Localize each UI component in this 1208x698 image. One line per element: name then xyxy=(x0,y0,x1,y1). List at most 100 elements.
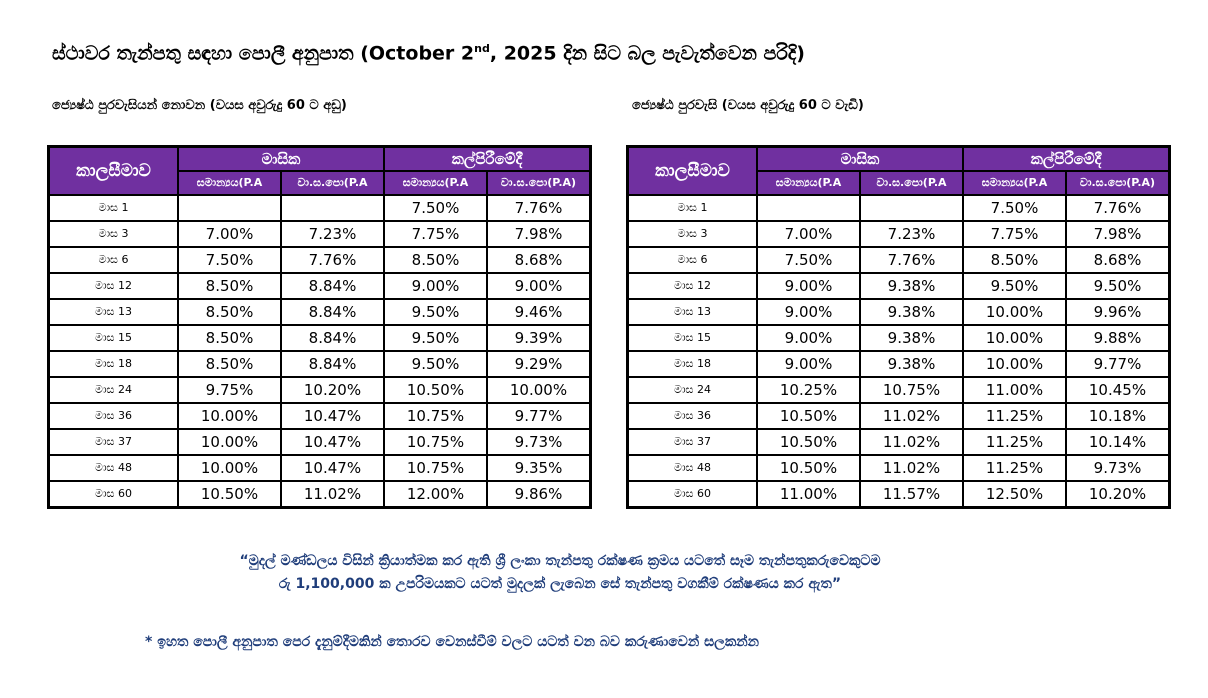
title-sup: nd xyxy=(474,42,490,55)
rate-cell: 11.02% xyxy=(859,428,964,456)
rate-cell: 7.75% xyxy=(962,220,1067,248)
table-row: මාස 3 7.00% 7.23% 7.75% 7.98% xyxy=(626,220,1171,248)
senior-heading: ජ්‍යෙෂ්ඨ පුරවැසි (වයස අවුරුදු 60 ට වැඩි) xyxy=(632,98,864,113)
term-cell: මාස 3 xyxy=(47,220,179,248)
rate-cell: 10.50% xyxy=(756,428,861,456)
rate-cell: 11.25% xyxy=(962,402,1067,430)
page-title: ස්ථාවර තැන්පතු සඳහා පොලී අනුපාත (October… xyxy=(52,42,805,64)
rate-cell: 10.50% xyxy=(756,402,861,430)
rate-cell: 10.47% xyxy=(280,402,385,430)
term-cell: මාස 24 xyxy=(626,376,758,404)
rate-cell: 11.00% xyxy=(962,376,1067,404)
term-cell: මාස 6 xyxy=(47,246,179,274)
term-cell: මාස 1 xyxy=(47,194,179,222)
table-row: මාස 18 8.50% 8.84% 9.50% 9.29% xyxy=(47,350,592,378)
table-row: මාස 36 10.00% 10.47% 10.75% 9.77% xyxy=(47,402,592,430)
term-cell: මාස 13 xyxy=(47,298,179,326)
monthly-aer-header: වා.ස.පො(P.A xyxy=(859,170,964,196)
term-cell: මාස 12 xyxy=(626,272,758,300)
rate-cell: 10.25% xyxy=(756,376,861,404)
rate-cell: 9.88% xyxy=(1065,324,1171,352)
rate-cell: 9.38% xyxy=(859,272,964,300)
rate-cell: 8.84% xyxy=(280,350,385,378)
table-row: මාස 1 7.50% 7.76% xyxy=(626,194,1171,222)
maturity-normal-header: සමාන්‍යය(P.A xyxy=(962,170,1067,196)
rate-cell: 8.50% xyxy=(177,298,282,326)
term-cell: මාස 60 xyxy=(47,480,179,509)
rate-cell: 10.00% xyxy=(486,376,592,404)
term-cell: මාස 1 xyxy=(626,194,758,222)
rate-cell: 12.50% xyxy=(962,480,1067,509)
rate-cell: 10.47% xyxy=(280,428,385,456)
rate-cell: 11.02% xyxy=(859,454,964,482)
rate-cell: 7.23% xyxy=(859,220,964,248)
table-row: මාස 37 10.00% 10.47% 10.75% 9.73% xyxy=(47,428,592,456)
table-row: මාස 37 10.50% 11.02% 11.25% 10.14% xyxy=(626,428,1171,456)
rate-cell: 9.00% xyxy=(756,298,861,326)
rate-cell: 9.39% xyxy=(486,324,592,352)
term-cell: මාස 18 xyxy=(626,350,758,378)
period-header: කාලසීමාව xyxy=(47,145,179,196)
rate-cell: 8.84% xyxy=(280,298,385,326)
rate-cell: 10.00% xyxy=(962,350,1067,378)
rate-cell: 10.47% xyxy=(280,454,385,482)
rate-cell: 7.23% xyxy=(280,220,385,248)
rate-cell: 7.98% xyxy=(1065,220,1171,248)
rate-cell: 9.50% xyxy=(383,350,488,378)
rate-cell xyxy=(177,194,282,222)
term-cell: මාස 36 xyxy=(626,402,758,430)
rate-cell: 9.77% xyxy=(486,402,592,430)
term-cell: මාස 60 xyxy=(626,480,758,509)
rate-cell: 7.50% xyxy=(756,246,861,274)
senior-rates-table: කාලසීමාව මාසික කල්පිරීමේදී සමාන්‍යය(P.A වා.ස… xyxy=(626,145,1171,509)
table-row: මාස 12 8.50% 8.84% 9.00% 9.00% xyxy=(47,272,592,300)
rate-cell: 7.00% xyxy=(177,220,282,248)
rate-cell: 7.76% xyxy=(859,246,964,274)
table-row: මාස 13 9.00% 9.38% 10.00% 9.96% xyxy=(626,298,1171,326)
maturity-aer-header: වා.ස.පො(P.A) xyxy=(1065,170,1171,196)
table-row: මාස 60 10.50% 11.02% 12.00% 9.86% xyxy=(47,480,592,509)
term-cell: මාස 12 xyxy=(47,272,179,300)
rate-cell xyxy=(756,194,861,222)
rate-cell: 10.75% xyxy=(383,428,488,456)
rate-cell: 8.84% xyxy=(280,272,385,300)
rate-cell: 7.50% xyxy=(177,246,282,274)
term-cell: මාස 3 xyxy=(626,220,758,248)
rate-cell: 9.77% xyxy=(1065,350,1171,378)
rate-cell: 7.76% xyxy=(1065,194,1171,222)
rate-cell: 9.86% xyxy=(486,480,592,509)
insurance-quote-line2: රු 1,100,000 ක උපරිමයකට යටත් මුදලක් ලැබෙ… xyxy=(278,576,842,592)
rate-cell: 9.00% xyxy=(486,272,592,300)
term-cell: මාස 13 xyxy=(626,298,758,326)
rate-cell: 7.00% xyxy=(756,220,861,248)
rate-cell: 9.00% xyxy=(756,350,861,378)
rate-cell: 10.00% xyxy=(177,428,282,456)
rate-cell xyxy=(859,194,964,222)
rate-cell: 8.50% xyxy=(177,272,282,300)
monthly-header: මාසික xyxy=(177,145,385,172)
maturity-normal-header: සමාන්‍යය(P.A xyxy=(383,170,488,196)
rate-cell: 9.73% xyxy=(486,428,592,456)
rate-cell: 7.50% xyxy=(962,194,1067,222)
rate-cell: 8.68% xyxy=(486,246,592,274)
rate-cell: 11.02% xyxy=(280,480,385,509)
term-cell: මාස 15 xyxy=(47,324,179,352)
table-row: මාස 60 11.00% 11.57% 12.50% 10.20% xyxy=(626,480,1171,509)
rate-cell: 9.50% xyxy=(383,298,488,326)
title-text-end: , 2025 දින සිට බල පැවැත්වෙන පරිදි) xyxy=(489,42,805,65)
term-cell: මාස 37 xyxy=(626,428,758,456)
rate-cell: 8.68% xyxy=(1065,246,1171,274)
rate-cell: 9.35% xyxy=(486,454,592,482)
rate-cell: 7.98% xyxy=(486,220,592,248)
rate-cell: 11.02% xyxy=(859,402,964,430)
rate-cell: 11.00% xyxy=(756,480,861,509)
rate-cell: 10.00% xyxy=(962,298,1067,326)
table-row: මාස 15 9.00% 9.38% 10.00% 9.88% xyxy=(626,324,1171,352)
rate-cell: 10.45% xyxy=(1065,376,1171,404)
table-row: මාස 13 8.50% 8.84% 9.50% 9.46% xyxy=(47,298,592,326)
table-row: මාස 36 10.50% 11.02% 11.25% 10.18% xyxy=(626,402,1171,430)
rate-cell: 9.50% xyxy=(962,272,1067,300)
maturity-header: කල්පිරීමේදී xyxy=(962,145,1171,172)
table-row: මාස 18 9.00% 9.38% 10.00% 9.77% xyxy=(626,350,1171,378)
non-senior-rates-table: කාලසීමාව මාසික කල්පිරීමේදී සමාන්‍යය(P.A වා.ස… xyxy=(47,145,592,509)
